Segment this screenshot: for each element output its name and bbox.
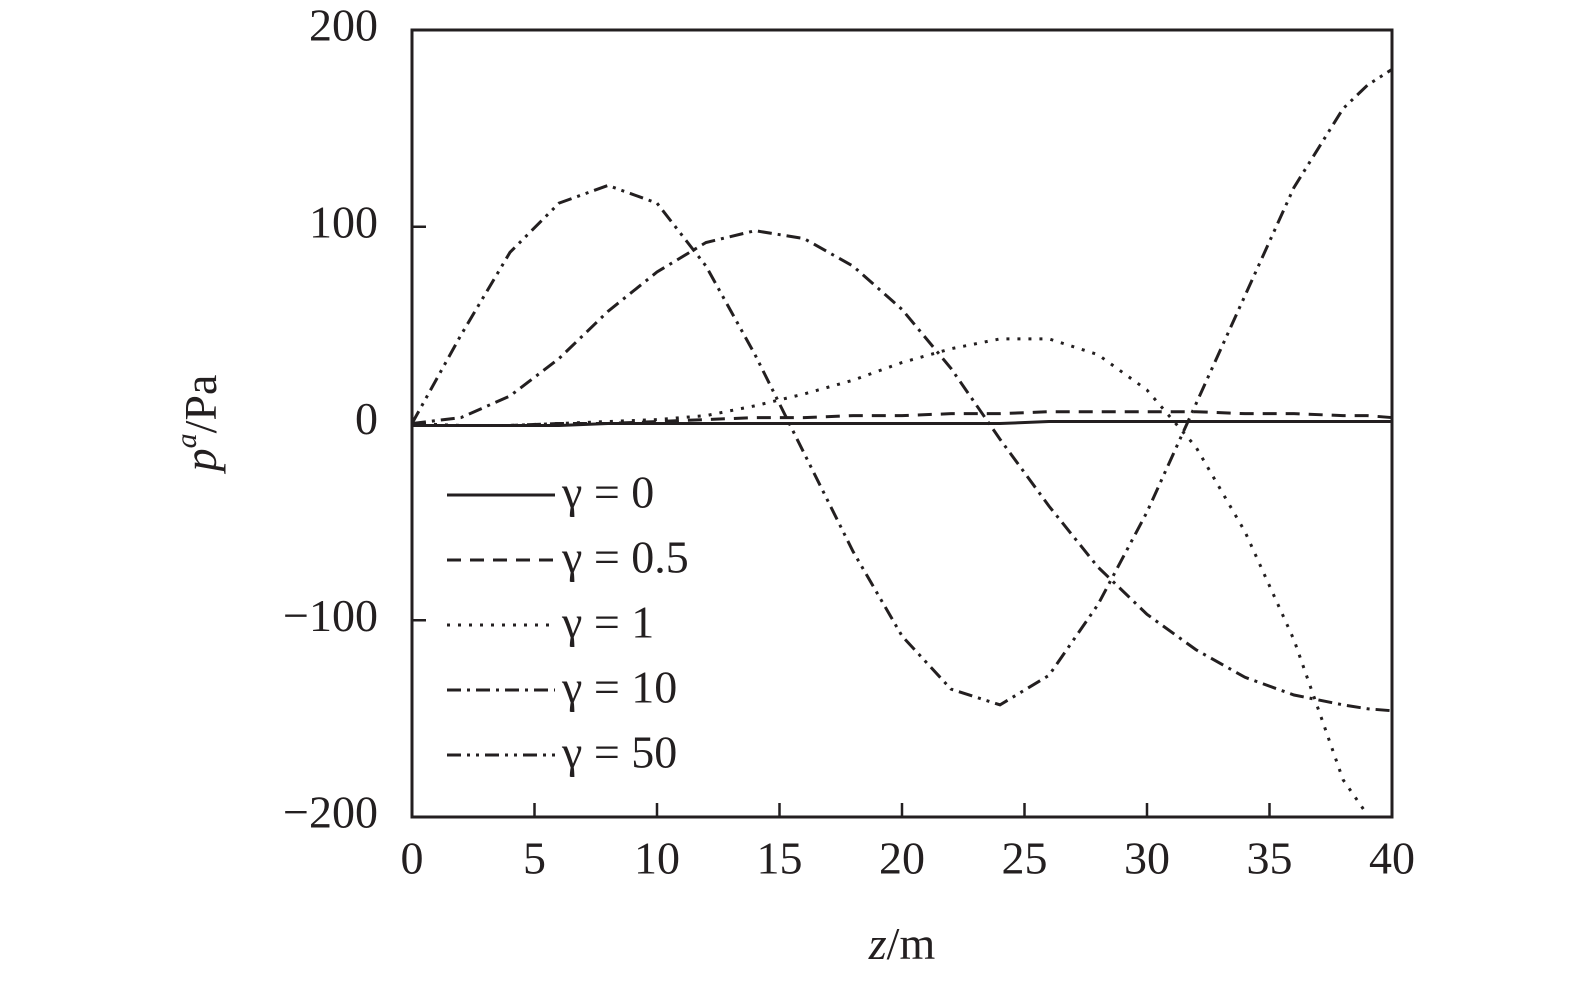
y-axis-label: pa/Pa [170, 375, 226, 475]
x-axis-label: z/m [868, 918, 936, 969]
x-tick-label: 30 [1124, 833, 1170, 884]
x-tick-label: 15 [757, 833, 803, 884]
x-label-unit: /m [887, 918, 936, 969]
x-label-var: z [868, 918, 887, 969]
y-tick-label: 0 [355, 393, 378, 444]
plot-area [412, 68, 1392, 816]
x-tick-label: 40 [1369, 833, 1415, 884]
legend-label: γ = 0.5 [561, 532, 689, 583]
y-label-var: p [175, 448, 226, 474]
legend-label: γ = 10 [561, 662, 677, 713]
x-tick-label: 25 [1002, 833, 1048, 884]
legend-label: γ = 1 [561, 597, 654, 648]
y-label-sup: a [170, 433, 203, 448]
legend-label: γ = 0 [561, 467, 654, 518]
y-label-unit: /Pa [175, 375, 226, 434]
series-line [412, 410, 1392, 427]
series-line [412, 337, 1369, 816]
y-tick-label: 100 [309, 196, 378, 247]
x-tick-label: 10 [634, 833, 680, 884]
y-tick-label: −200 [283, 787, 378, 838]
series-line [412, 68, 1392, 707]
y-tick-label: 200 [309, 0, 378, 51]
legend-label: γ = 50 [561, 727, 677, 778]
series-line [412, 229, 1392, 713]
x-tick-label: 0 [401, 833, 424, 884]
y-tick-label: −100 [283, 590, 378, 641]
x-tick-label: 20 [879, 833, 925, 884]
x-tick-label: 35 [1247, 833, 1293, 884]
x-tick-label: 5 [523, 833, 546, 884]
